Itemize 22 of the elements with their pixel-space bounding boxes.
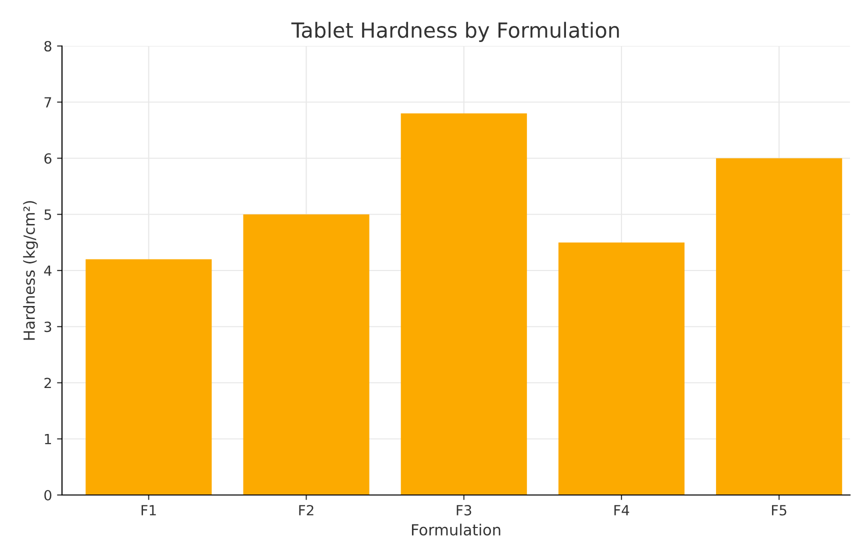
y-tick-label: 4 xyxy=(44,266,52,276)
bar xyxy=(716,158,842,495)
y-axis-title: Hardness (kg/cm²) xyxy=(23,201,38,340)
y-tick-label: 6 xyxy=(44,153,52,164)
bar xyxy=(243,214,370,495)
x-tick-label: F1 xyxy=(142,505,156,516)
y-tick-label: 8 xyxy=(44,40,52,52)
x-tick-label: F3 xyxy=(456,504,472,516)
x-tick-label: F5 xyxy=(772,505,786,516)
bar xyxy=(86,259,212,495)
x-tick-label: F2 xyxy=(299,504,314,516)
bar xyxy=(400,113,527,495)
x-tick-label: F4 xyxy=(614,505,630,516)
y-tick-label: 7 xyxy=(44,97,52,108)
y-tick-label: 3 xyxy=(44,322,52,332)
y-tick-label: 0 xyxy=(44,490,52,500)
y-tick-label: 5 xyxy=(44,210,52,220)
y-tick-label: 1 xyxy=(44,434,51,444)
y-tick-label: 2 xyxy=(44,378,51,388)
chart-title: Tablet Hardness by Formulation xyxy=(291,22,619,42)
bar xyxy=(558,242,685,495)
x-axis-title: Formulation xyxy=(412,524,500,536)
